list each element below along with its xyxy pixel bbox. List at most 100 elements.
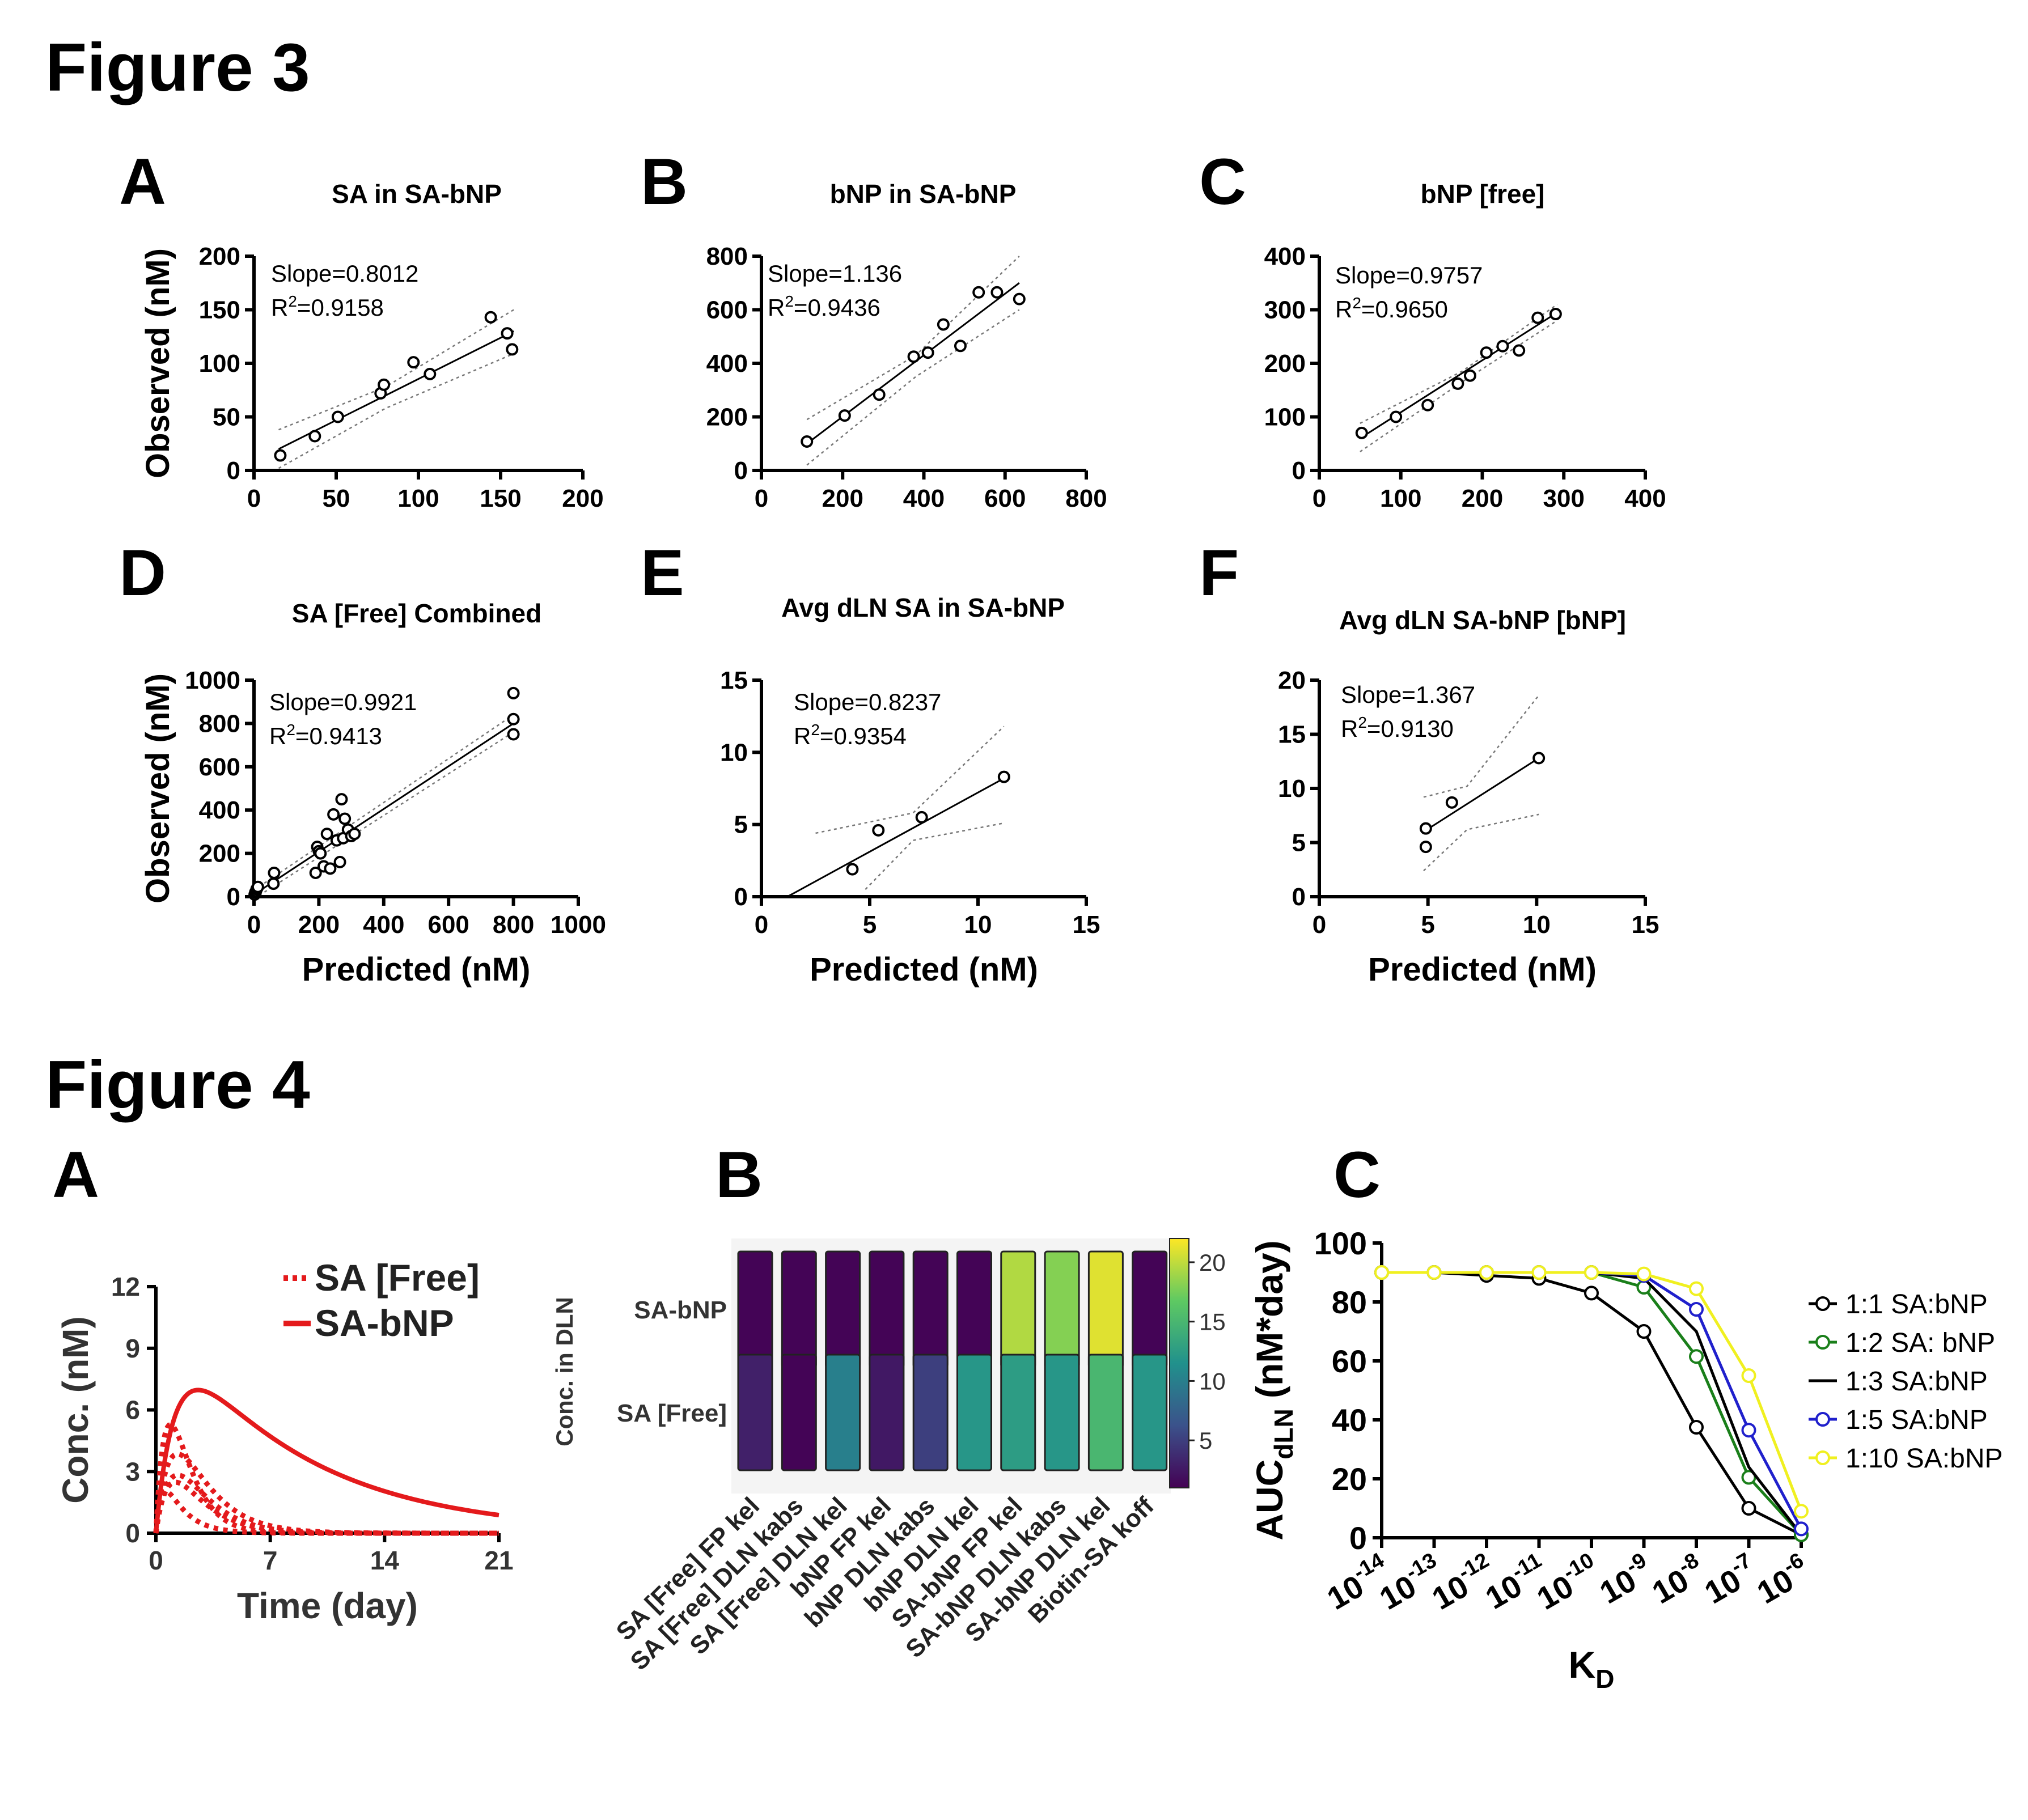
y-tick-label: 5 — [1292, 829, 1306, 857]
data-point — [1419, 822, 1432, 835]
data-point — [1513, 344, 1526, 357]
y-tick-label: 15 — [1278, 721, 1306, 749]
x-tick-label: 150 — [480, 485, 521, 512]
x-tick-label: 800 — [493, 911, 534, 939]
slope-annotation: Slope=1.367 — [1341, 681, 1475, 708]
x-axis-label: KD — [1569, 1644, 1615, 1694]
series-marker — [1689, 1420, 1704, 1435]
confidence-band-upper — [1360, 304, 1558, 424]
y-tick-label: 5 — [734, 811, 748, 839]
x-tick-label: 21 — [484, 1546, 513, 1575]
data-point — [997, 770, 1010, 783]
x-tick-label: 100 — [397, 485, 439, 512]
x-tick-label: 0 — [247, 485, 261, 512]
colorbar-tick-label: 5 — [1199, 1427, 1212, 1454]
scatter-panel-3b: bNP in SA-bNP 0 200 400 600 800 0 200 400 600 800 S… — [706, 179, 1107, 512]
panel-letter-3b: B — [641, 146, 688, 218]
series-line-sa-bnp — [154, 1388, 499, 1534]
y-tick-label: 200 — [199, 243, 240, 270]
data-point — [873, 388, 886, 401]
x-tick-label: 5 — [1421, 911, 1434, 939]
scatter-panel-3c: bNP [free] 0 100 200 300 400 0 100 200 300 400 Slop… — [1264, 179, 1666, 512]
data-point — [335, 793, 348, 806]
x-tick-label: 1000 — [551, 911, 606, 939]
x-tick-label: 10-10 — [1529, 1549, 1606, 1617]
y-tick-label: 15 — [720, 667, 748, 694]
data-point — [331, 410, 344, 423]
y-tick-label: 10 — [1278, 775, 1306, 803]
figure-4-title: Figure 4 — [45, 1047, 310, 1123]
heatmap-cell — [1087, 1354, 1124, 1471]
series-marker — [1741, 1423, 1756, 1438]
data-point — [1421, 398, 1434, 411]
heatmap-cell — [781, 1250, 817, 1368]
data-point — [972, 286, 985, 299]
data-point — [507, 712, 520, 726]
x-tick-label: 10 — [964, 911, 992, 939]
x-axis-label: Predicted (nM) — [302, 951, 531, 988]
y-tick-label: 60 — [1332, 1343, 1367, 1379]
y-tick-label: 20 — [1332, 1461, 1367, 1497]
y-tick-label: 800 — [706, 243, 748, 270]
r-squared-annotation: R2=0.9413 — [269, 721, 382, 749]
data-point — [990, 286, 1004, 299]
y-tick-label: 3 — [125, 1457, 140, 1486]
heatmap-cell — [737, 1354, 773, 1471]
y-tick-label: 150 — [199, 296, 240, 324]
row-label: SA [Free] — [617, 1399, 727, 1427]
data-point — [937, 318, 950, 331]
y-axis-label: Observed (nM) — [139, 673, 176, 903]
y-tick-label: 100 — [1314, 1225, 1367, 1261]
series-marker — [1584, 1265, 1599, 1280]
x-axis-label: Time (day) — [237, 1585, 418, 1626]
data-point — [507, 686, 520, 699]
row-label: SA-bNP — [634, 1296, 727, 1324]
panel-letter-3a: A — [119, 146, 166, 218]
series-line — [1382, 1271, 1803, 1512]
y-tick-label: 600 — [706, 296, 748, 324]
regression-line — [1423, 757, 1539, 833]
data-point — [348, 828, 361, 841]
regression-line — [787, 777, 1005, 898]
data-point — [320, 828, 333, 841]
data-point — [507, 728, 520, 741]
colorbar-tick-label: 15 — [1199, 1309, 1226, 1335]
data-point — [1013, 292, 1026, 306]
r-squared-annotation: R2=0.9650 — [1335, 294, 1448, 323]
confidence-band-upper — [1423, 694, 1540, 798]
y-tick-label: 0 — [1349, 1520, 1367, 1556]
data-point — [915, 811, 928, 824]
x-tick-label: 0 — [755, 911, 768, 939]
scatter-panel-3f: Avg dLN SA-bNP [bNP] 0 5 10 15 0 5 10 15 20 Predic… — [1278, 605, 1659, 988]
series-line-sa-free — [153, 1451, 499, 1536]
legend-marker — [1815, 1335, 1830, 1350]
x-tick-label: 400 — [903, 485, 945, 512]
regression-line — [253, 720, 518, 896]
y-tick-label: 100 — [199, 350, 240, 377]
data-point — [274, 449, 287, 462]
series-marker — [1794, 1504, 1809, 1519]
y-tick-label: 0 — [227, 457, 240, 485]
panel-letter-4b: B — [715, 1139, 763, 1211]
r-squared-annotation: R2=0.9436 — [768, 292, 880, 321]
colorbar-tick-label: 20 — [1199, 1249, 1226, 1276]
figure-3-title: Figure 3 — [45, 29, 310, 105]
data-point — [954, 340, 967, 353]
data-point — [407, 356, 420, 369]
x-tick-label: 50 — [323, 485, 350, 512]
series-marker — [1374, 1265, 1389, 1280]
slope-annotation: Slope=0.9757 — [1335, 262, 1483, 289]
series-marker — [1636, 1324, 1652, 1339]
y-axis-label: Conc. (nM) — [55, 1316, 96, 1504]
series-marker — [1689, 1281, 1704, 1296]
data-point — [1445, 796, 1458, 809]
scatter-panel-3e: Avg dLN SA in SA-bNP 0 5 10 15 0 5 10 15 Predicte… — [720, 593, 1100, 988]
heatmap-cell — [825, 1250, 861, 1368]
y-axis-label: Conc. in DLN — [551, 1297, 578, 1446]
chart-title: Avg dLN SA in SA-bNP — [781, 593, 1065, 622]
x-tick-label: 800 — [1065, 485, 1107, 512]
data-point — [1463, 369, 1476, 382]
legend-label: 1:10 SA:bNP — [1845, 1444, 2003, 1474]
y-tick-label: 0 — [227, 883, 240, 911]
confidence-band-lower — [253, 729, 517, 900]
